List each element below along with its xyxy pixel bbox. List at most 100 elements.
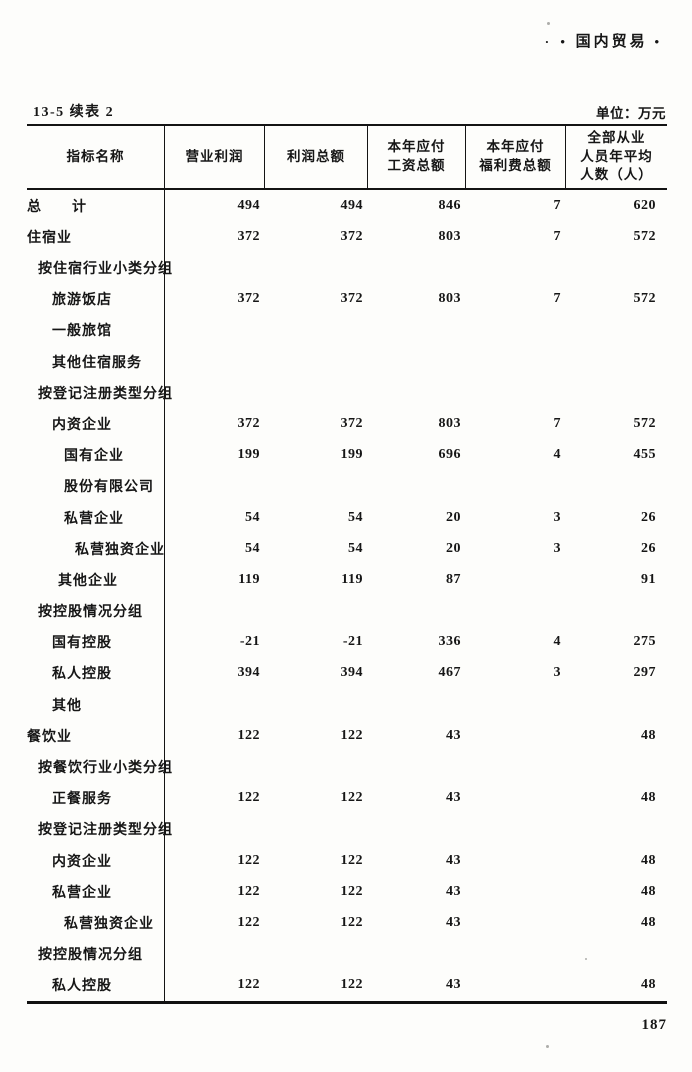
cell-wages-payable: 803 [438, 228, 461, 244]
cell-operating-profit [165, 346, 265, 377]
table-row: 私营企业 54 54 20 3 26 [27, 501, 667, 534]
row-label: 内资企业 [27, 845, 165, 877]
table-row: 国有控股 -21 -21 336 4 275 [27, 626, 667, 658]
cell-total-profit: -21 [342, 634, 363, 650]
cell-operating-profit: 122 [237, 915, 260, 931]
cell-operating-profit: 122 [237, 883, 260, 899]
cell-wages-payable [368, 252, 466, 283]
cell-operating-profit [165, 596, 265, 627]
cell-avg-employees [566, 751, 667, 782]
cell-welfare-payable [466, 471, 566, 502]
cell-operating-profit: 122 [237, 852, 260, 868]
table-row: 私人控股 122 122 43 48 [27, 969, 667, 1001]
cell-total-profit: 372 [340, 291, 363, 307]
cell-avg-employees [566, 689, 667, 720]
cell-wages-payable: 43 [446, 883, 461, 899]
cell-total-profit [265, 939, 368, 970]
cell-welfare-payable [466, 377, 566, 408]
cell-avg-employees: 48 [641, 727, 656, 743]
cell-wages-payable: 43 [446, 852, 461, 868]
table-row: 按住宿行业小类分组 [27, 252, 667, 284]
cell-total-profit: 394 [340, 665, 363, 681]
statistics-table: 指标名称 营业利润 利润总额 本年应付 工资总额 本年应付 福利费总额 全部从业… [27, 124, 667, 1004]
cell-wages-payable: 336 [438, 634, 461, 650]
cell-total-profit [265, 252, 368, 283]
cell-wages-payable: 803 [438, 415, 461, 431]
cell-welfare-payable: 7 [553, 228, 561, 244]
cell-operating-profit: 372 [237, 291, 260, 307]
row-label: 国有控股 [27, 626, 165, 658]
table-row: 按登记注册类型分组 [27, 377, 667, 409]
cell-wages-payable [368, 596, 466, 627]
cell-total-profit: 372 [340, 415, 363, 431]
cell-welfare-payable [466, 970, 566, 1001]
column-header-operating-profit: 营业利润 [165, 126, 265, 188]
table-row: 国有企业 199 199 696 4 455 [27, 439, 667, 471]
cell-avg-employees [566, 377, 667, 408]
cell-operating-profit [165, 471, 265, 502]
row-label: 内资企业 [27, 408, 165, 440]
cell-operating-profit [165, 751, 265, 782]
row-label: 其他住宿服务 [27, 345, 165, 378]
cell-operating-profit: 122 [237, 790, 260, 806]
cell-total-profit [265, 596, 368, 627]
cell-welfare-payable: 4 [553, 634, 561, 650]
column-header-wages-payable: 本年应付 工资总额 [368, 126, 466, 188]
scan-speck [585, 958, 587, 960]
cell-avg-employees: 48 [641, 852, 656, 868]
cell-avg-employees: 26 [641, 509, 656, 525]
cell-operating-profit [165, 689, 265, 720]
table-row: 其他企业 119 119 87 91 [27, 564, 667, 596]
cell-wages-payable: 846 [438, 197, 461, 213]
cell-total-profit: 54 [348, 509, 363, 525]
cell-welfare-payable [466, 907, 566, 938]
cell-wages-payable [368, 814, 466, 845]
cell-avg-employees: 572 [633, 415, 656, 431]
row-label: 住宿业 [27, 221, 165, 253]
cell-total-profit [265, 471, 368, 502]
cell-wages-payable: 467 [438, 665, 461, 681]
table-row: 住宿业 372 372 803 7 572 [27, 221, 667, 253]
cell-avg-employees: 572 [633, 291, 656, 307]
cell-operating-profit: 122 [237, 977, 260, 993]
cell-total-profit: 119 [341, 571, 363, 587]
cell-avg-employees: 91 [641, 571, 656, 587]
cell-avg-employees [566, 346, 667, 377]
cell-operating-profit [165, 315, 265, 346]
cell-avg-employees: 297 [633, 665, 656, 681]
row-label: 按住宿行业小类分组 [27, 252, 172, 284]
cell-total-profit [265, 346, 368, 377]
cell-avg-employees [566, 315, 667, 346]
cell-operating-profit: 119 [238, 571, 260, 587]
cell-welfare-payable: 4 [553, 447, 561, 463]
cell-operating-profit [165, 377, 265, 408]
marker-dot-left: · • [544, 34, 569, 49]
row-label: 私人控股 [27, 969, 165, 1001]
marker-dot-right: • [654, 34, 663, 49]
cell-wages-payable: 20 [446, 509, 461, 525]
cell-avg-employees: 48 [641, 977, 656, 993]
table-row: 私营企业 122 122 43 48 [27, 876, 667, 908]
table-header-row: 指标名称 营业利润 利润总额 本年应付 工资总额 本年应付 福利费总额 全部从业… [27, 124, 667, 190]
cell-welfare-payable [466, 783, 566, 814]
table-row: 正餐服务 122 122 43 48 [27, 782, 667, 814]
cell-total-profit: 122 [340, 790, 363, 806]
cell-total-profit [265, 751, 368, 782]
cell-welfare-payable [466, 596, 566, 627]
table-row: 按登记注册类型分组 [27, 813, 667, 846]
scan-speck [546, 1045, 549, 1048]
row-label: 按控股情况分组 [27, 595, 165, 627]
column-header-total-profit: 利润总额 [265, 126, 368, 188]
row-label: 按登记注册类型分组 [27, 813, 172, 846]
table-row: 内资企业 122 122 43 48 [27, 845, 667, 877]
cell-wages-payable: 43 [446, 727, 461, 743]
table-row: 一般旅馆 [27, 314, 667, 346]
cell-total-profit [265, 814, 368, 845]
table-row: 其他 [27, 689, 667, 721]
cell-welfare-payable [466, 845, 566, 876]
cell-wages-payable: 803 [438, 291, 461, 307]
cell-welfare-payable [466, 720, 566, 751]
cell-wages-payable: 43 [446, 790, 461, 806]
cell-welfare-payable: 3 [553, 540, 561, 556]
cell-operating-profit: 199 [237, 447, 260, 463]
